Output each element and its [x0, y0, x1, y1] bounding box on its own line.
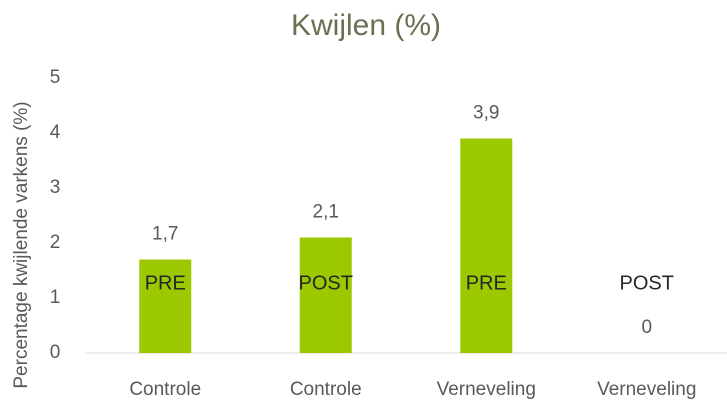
value-label: 0	[641, 317, 652, 338]
x-tick-label: Verneveling	[597, 379, 696, 400]
y-tick-label: 1	[50, 287, 61, 308]
x-tick-label: Controle	[290, 379, 362, 400]
y-tick-label: 0	[50, 342, 61, 363]
y-tick-label: 3	[50, 177, 61, 198]
value-label: 1,7	[152, 224, 178, 245]
bar	[299, 237, 352, 353]
bar	[139, 259, 192, 353]
value-label: 2,1	[313, 202, 339, 223]
value-label: 3,9	[473, 103, 499, 124]
y-tick-label: 2	[50, 232, 61, 253]
y-tick-label: 5	[50, 67, 61, 88]
y-axis-label: Percentage kwijlende varkens (%)	[11, 101, 32, 388]
chart-title: Kwijlen (%)	[291, 9, 441, 42]
bar-label: PRE	[145, 272, 186, 294]
y-tick-label: 4	[50, 122, 61, 143]
bar	[460, 138, 513, 353]
x-tick-label: Verneveling	[437, 379, 536, 400]
bar-label: POST	[620, 272, 674, 294]
bar-label: PRE	[466, 272, 507, 294]
x-tick-label: Controle	[129, 379, 201, 400]
bar-label: POST	[299, 272, 353, 294]
